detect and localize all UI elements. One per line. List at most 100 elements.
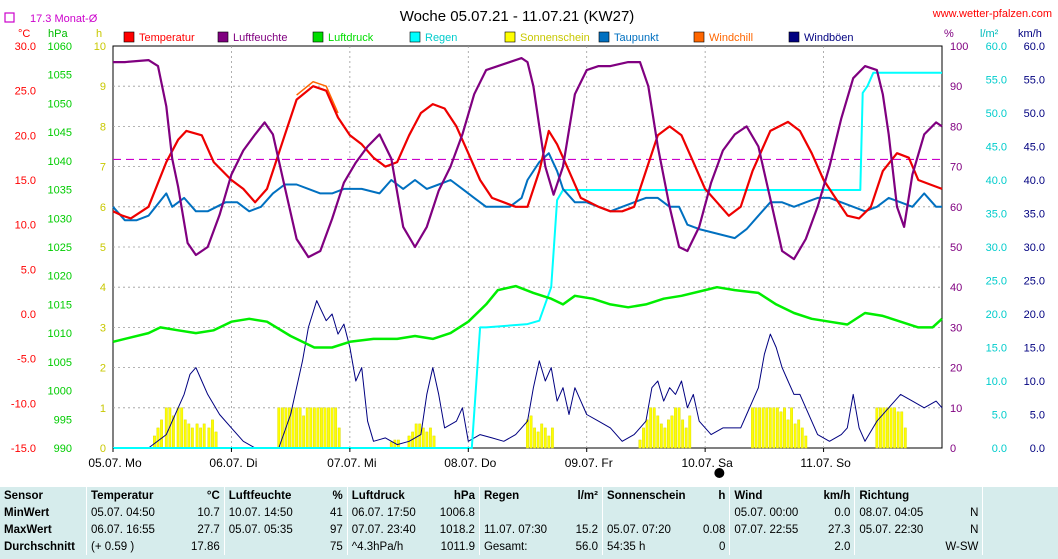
humidity-tick-label: 50 [950,242,962,254]
legend-swatch [504,31,516,43]
pressure-tick-label: 1055 [48,70,72,82]
dir-header: Richtung [854,487,942,504]
legend-label: Regen [425,32,457,44]
dir-time: 08.07. 04:05 [854,504,942,521]
sunshine-bar [160,419,163,449]
month-avg-marker [4,12,15,23]
pressure-tick-label: 1030 [48,213,72,225]
sunshine-bar [550,427,554,449]
humidity-tick-label: 100 [950,41,968,53]
sunshine-bar [533,427,537,449]
wind-tick-label: 45.0 [1024,142,1045,154]
sunshine-bar [677,407,681,449]
humidity-tick-label: 70 [950,162,962,174]
pressure-line [112,284,943,349]
wind-value: 27.3 [827,523,851,536]
sunshine-bar [302,415,306,449]
hum-header: Luftfeuchte [223,487,321,504]
rain-line [113,71,942,449]
temp-time: 05.07. 04:50 [86,504,187,521]
unit-hours: h [96,28,102,40]
pressure-tick-label: 1060 [48,41,72,53]
press-time: 07.07. 23:40 [346,521,436,538]
sunshine-bar [202,423,206,449]
humidity-tick-label: 60 [950,202,962,214]
sunshine-tick-label: 8 [100,121,106,133]
press-header: Luftdruck [346,487,436,504]
sunshine-bar [775,407,779,449]
humidity-tick-label: 0 [950,443,956,455]
temp-tick-label: 10.0 [15,220,36,232]
site-link[interactable]: www.wetter-pfalzen.com [932,8,1052,20]
pressure-tick-label: 1035 [48,185,72,197]
sunshine-bar [156,427,160,449]
sunshine-bar [199,427,203,449]
wind-tick-label: 60.0 [1024,41,1045,53]
sunshine-bar [882,407,886,449]
wind-tick-label: 30.0 [1024,242,1045,254]
stats-panel: Sensor Temperatur °C Luftfeuchte % Luftd… [0,487,1058,559]
stats-row-min: MinWert 05.07. 04:50 10.7 10.07. 14:50 4… [0,504,1058,521]
legend-swatch [693,31,705,43]
wind-tick-label: 15.0 [1024,343,1045,355]
sunshine-bar [425,431,429,449]
legend-swatch [598,31,610,43]
sunshine-bar [526,419,529,449]
temp-value: 10.7 [197,506,220,519]
pressure-tick-label: 1015 [48,299,72,311]
sunshine-tick-label: 3 [100,322,106,334]
moon-phase-icon [714,468,725,478]
sun-time [601,504,699,521]
sunshine-bar [896,411,900,449]
sunshine-bar [900,411,904,449]
rain-tick-label: 35.0 [986,209,1007,221]
press-value: 1011.9 [440,540,475,553]
rain-unit: l/m² [577,489,598,502]
humidity-tick-label: 10 [950,403,962,415]
sunshine-bar [893,407,897,449]
x-day-label: 07.07. Mi [327,456,376,470]
sunshine-bar [758,407,762,449]
trailing-cell [982,504,1058,521]
trailing-cell [982,487,1058,504]
sunshine-bar [889,407,893,449]
hum-time: 10.07. 14:50 [223,504,321,521]
temp-time: 06.07. 16:55 [86,521,187,538]
sunshine-bar [663,427,667,449]
temp-unit: °C [206,489,220,502]
humidity-tick-label: 40 [950,282,962,294]
dir-time [854,538,942,555]
sun-value: 0 [718,540,726,553]
rain-tick-label: 50.0 [986,108,1007,120]
sunshine-bar [875,407,879,449]
temp-tick-label: 15.0 [15,175,36,187]
temp-value: 17.86 [191,540,220,553]
pressure-tick-label: 1010 [48,328,72,340]
legend-label: Windböen [804,32,854,44]
sunshine-bar [638,439,642,449]
legend-swatch [312,31,324,43]
sunshine-bar [879,407,882,449]
rain-tick-label: 40.0 [986,175,1007,187]
dir-unit-spacer [941,487,983,504]
sunshine-bar [153,435,156,449]
temp-tick-label: 25.0 [15,86,36,98]
sunshine-bar [529,415,533,449]
legend-swatch [217,31,229,43]
wind-tick-label: 10.0 [1024,376,1045,388]
sunshine-bar [797,419,801,449]
rain-tick-label: 30.0 [986,242,1007,254]
x-axis-labels: 05.07. Mo 06.07. Di 07.07. Mi 08.07. Do 09.0… [88,448,851,478]
dir-value: N [970,523,979,536]
sunshine-bar [804,435,808,449]
sun-value [699,504,730,521]
wind-tick-label: 40.0 [1024,175,1045,187]
sunshine-bar [751,407,754,449]
legend-label: Sonnenschein [520,32,590,44]
windchill-line [296,80,339,114]
dewpoint-line [112,152,942,240]
wind-time [729,538,817,555]
plot-area [112,45,943,449]
rain-tick-label: 55.0 [986,75,1007,87]
sunshine-bar [783,407,786,449]
